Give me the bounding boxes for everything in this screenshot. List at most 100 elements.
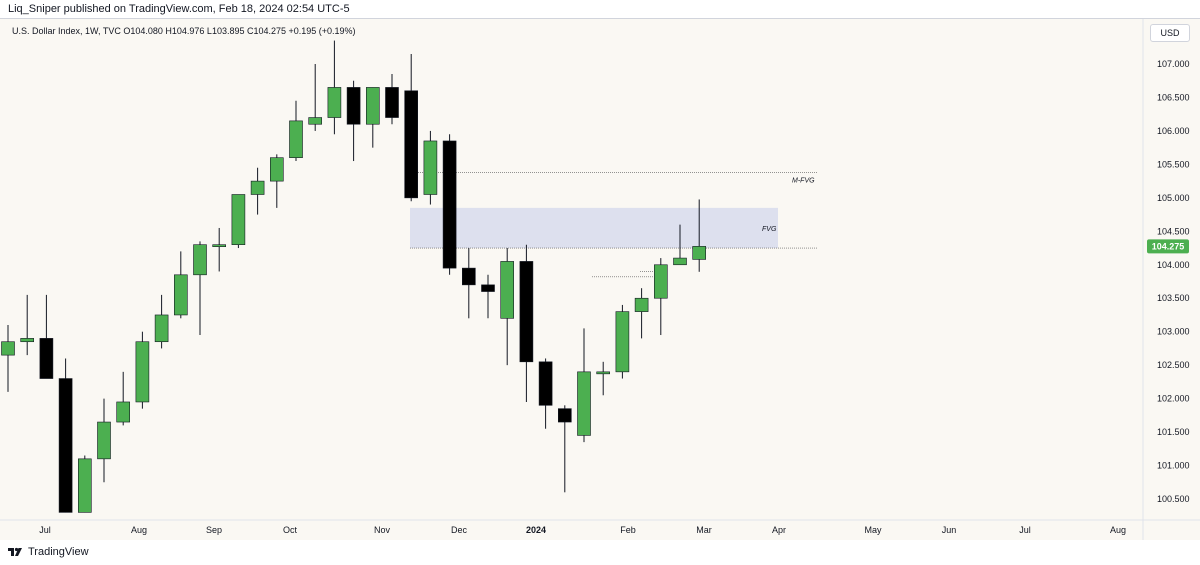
candle bbox=[461, 248, 476, 319]
candle-body-up bbox=[500, 261, 515, 319]
time-tick-label: Mar bbox=[696, 525, 712, 535]
price-tick-label: 104.000 bbox=[1157, 260, 1190, 270]
candle bbox=[346, 80, 361, 162]
candle-body-up bbox=[673, 257, 687, 266]
candle bbox=[308, 64, 323, 131]
price-tick-label: 102.500 bbox=[1157, 360, 1190, 370]
candle-body-up bbox=[423, 140, 438, 195]
candle-body-up bbox=[308, 117, 323, 125]
time-tick-label: Jun bbox=[942, 525, 957, 535]
candle bbox=[193, 241, 207, 336]
candle bbox=[538, 358, 553, 429]
candle-body-up bbox=[1, 341, 15, 356]
candle bbox=[519, 244, 534, 402]
candle bbox=[174, 251, 188, 319]
candle bbox=[577, 328, 591, 443]
tradingview-logo-icon bbox=[8, 547, 22, 556]
candle-body-down bbox=[346, 87, 361, 125]
last-price-badge bbox=[1147, 239, 1189, 254]
price-tick-label: 100.500 bbox=[1157, 494, 1190, 504]
price-tick-label: 103.500 bbox=[1157, 293, 1190, 303]
candle bbox=[327, 40, 342, 135]
candle bbox=[231, 194, 246, 249]
candle-body-down bbox=[442, 140, 457, 269]
candle bbox=[404, 53, 419, 202]
candle bbox=[135, 331, 150, 409]
candle-body-down bbox=[39, 338, 54, 379]
candle-body-down bbox=[404, 90, 419, 199]
candle-body-up bbox=[269, 157, 284, 182]
time-axis: Jul Aug Sep Oct Nov Dec 2024 Feb Mar Apr May Jun Jul… bbox=[0, 519, 1200, 535]
time-tick-label: Oct bbox=[283, 525, 298, 535]
tradingview-brand[interactable]: TradingView bbox=[8, 546, 89, 558]
candle bbox=[365, 87, 380, 148]
candle-body-up bbox=[78, 458, 92, 513]
candle-body-down bbox=[58, 378, 73, 513]
time-tick-label: Jul bbox=[39, 525, 51, 535]
candle bbox=[269, 154, 284, 208]
price-tick-label: 105.500 bbox=[1157, 159, 1190, 169]
candle bbox=[481, 274, 495, 319]
candle-body-up bbox=[212, 244, 226, 247]
candle-body-up bbox=[231, 194, 246, 245]
price-tick-label: 101.000 bbox=[1157, 461, 1190, 471]
footer: TradingView bbox=[0, 540, 1200, 565]
symbol-info: U.S. Dollar Index, 1W, TVC O104.080 H104… bbox=[12, 26, 356, 36]
candle-body-up bbox=[154, 314, 169, 343]
candle-body-up bbox=[577, 371, 591, 436]
candle-body-down bbox=[557, 408, 572, 423]
candle-body-up bbox=[634, 297, 649, 312]
candle bbox=[212, 227, 226, 272]
price-axis: 107.000 106.500 106.000 105.500 105.000 104.5… bbox=[1142, 19, 1190, 541]
currency-button[interactable]: USD bbox=[1150, 24, 1190, 42]
candle bbox=[97, 398, 111, 483]
chart-frame[interactable]: FVG M-FVG 107.000 106.500 106.000 105.500 105… bbox=[0, 18, 1200, 541]
price-tick-label: 104.500 bbox=[1157, 226, 1190, 236]
candle bbox=[634, 288, 649, 339]
candle bbox=[78, 455, 92, 513]
candle bbox=[289, 100, 303, 162]
candlestick-chart[interactable]: FVG M-FVG 107.000 106.500 106.000 105.500 105… bbox=[0, 19, 1200, 541]
candle-body-down bbox=[519, 261, 534, 363]
last-price-marker: 104.275 bbox=[1147, 239, 1189, 254]
price-tick-label: 106.500 bbox=[1157, 92, 1190, 102]
time-tick-label: Aug bbox=[131, 525, 147, 535]
price-tick-label: 102.000 bbox=[1157, 394, 1190, 404]
candle-body-up bbox=[174, 274, 188, 316]
candle bbox=[500, 248, 515, 366]
time-tick-label: Aug bbox=[1110, 525, 1126, 535]
last-price-label: 104.275 bbox=[1152, 241, 1185, 251]
candle-body-up bbox=[116, 401, 130, 423]
candle-body-up bbox=[193, 244, 207, 276]
candle bbox=[20, 294, 35, 356]
candle bbox=[596, 361, 611, 396]
candle-body-up bbox=[615, 311, 630, 373]
price-tick-label: 101.500 bbox=[1157, 427, 1190, 437]
candle-body-down bbox=[461, 267, 476, 286]
candle-body-down bbox=[481, 284, 495, 292]
time-tick-label: Dec bbox=[451, 525, 468, 535]
time-tick-label: Apr bbox=[772, 525, 786, 535]
time-tick-label: Jul bbox=[1019, 525, 1031, 535]
price-tick-label: 105.000 bbox=[1157, 193, 1190, 203]
candle bbox=[39, 294, 54, 379]
candle bbox=[673, 224, 687, 266]
fvg-label: FVG bbox=[762, 226, 777, 233]
fvg-zones: FVG M-FVG bbox=[410, 172, 818, 278]
candles bbox=[1, 40, 707, 513]
fvg-zone bbox=[410, 207, 778, 249]
candle-body-up bbox=[289, 120, 303, 158]
time-tick-label: 2024 bbox=[526, 525, 546, 535]
time-tick-label: Feb bbox=[620, 525, 636, 535]
candle bbox=[615, 304, 630, 379]
candle-body-up bbox=[135, 341, 150, 403]
candle-body-up bbox=[692, 246, 707, 260]
candle-body-down bbox=[538, 361, 553, 406]
candle bbox=[385, 74, 399, 125]
candle bbox=[653, 258, 668, 336]
candle-body-up bbox=[365, 87, 380, 125]
candle bbox=[154, 294, 169, 349]
candle-body-up bbox=[20, 338, 35, 343]
price-tick-label: 106.000 bbox=[1157, 126, 1190, 136]
time-tick-label: Sep bbox=[206, 525, 222, 535]
